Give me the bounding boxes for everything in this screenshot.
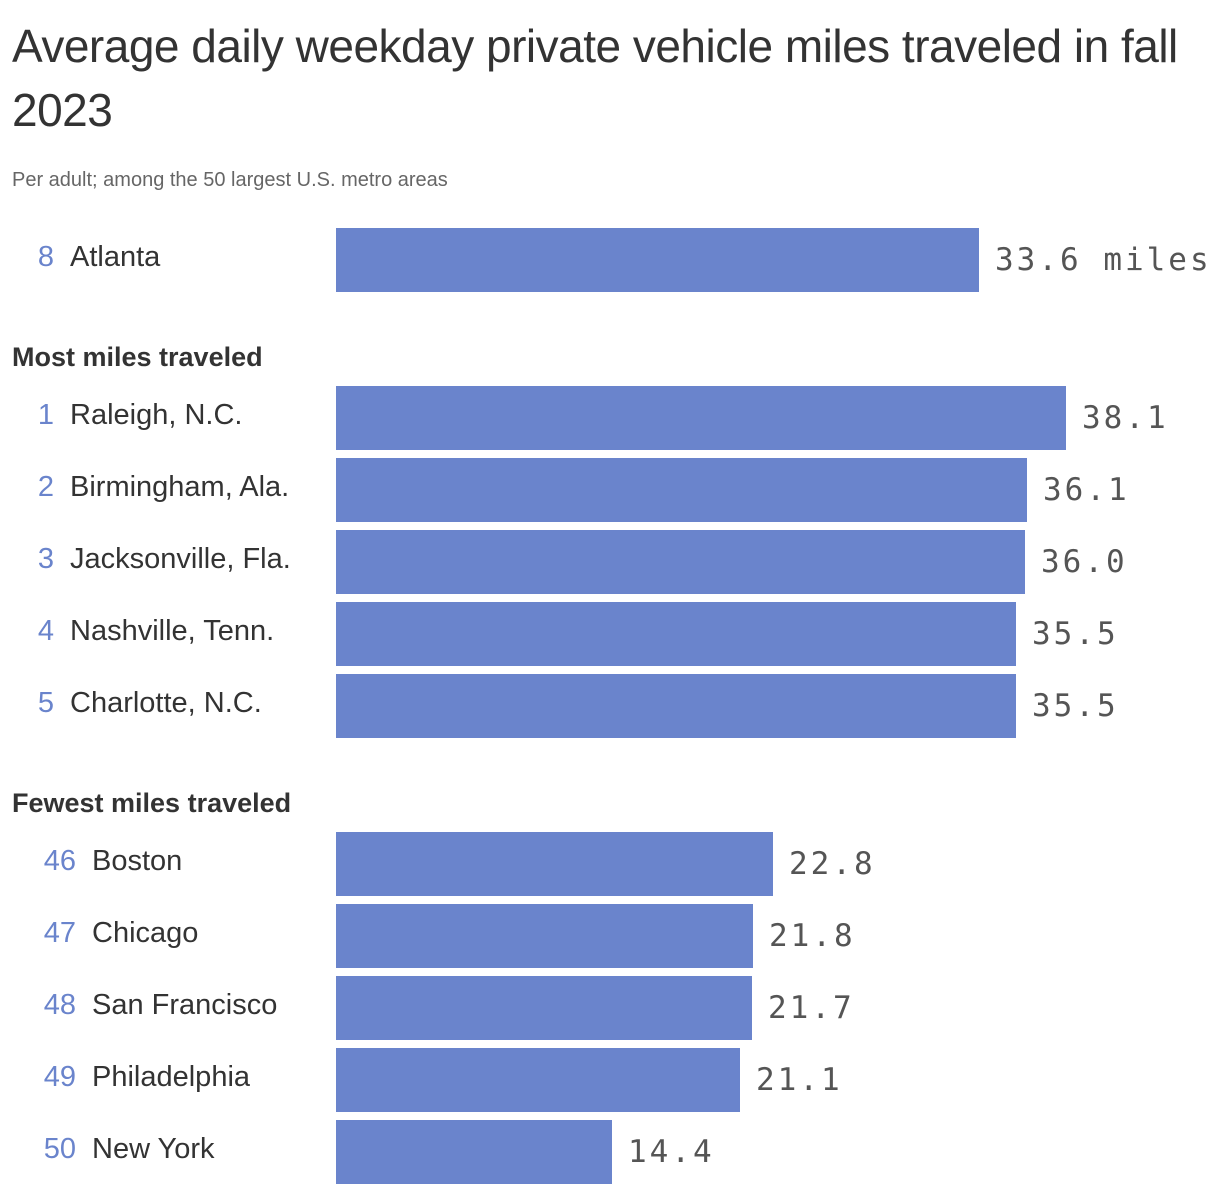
bar: [336, 1048, 740, 1112]
rank-label: 46: [43, 845, 76, 877]
city-label: Nashville, Tenn.: [70, 615, 275, 647]
city-label: Birmingham, Ala.: [70, 471, 290, 503]
chart-title: Average daily weekday private vehicle mi…: [12, 20, 1178, 136]
value-label: 21.8: [769, 918, 856, 954]
section-label: Most miles traveled: [12, 342, 263, 372]
value-label: 21.1: [756, 1062, 843, 1098]
rank-label: 47: [43, 917, 76, 949]
chart-subtitle: Per adult; among the 50 largest U.S. met…: [12, 169, 448, 191]
bar: [336, 602, 1016, 666]
bar-row: 8 Atlanta 33.6 miles: [0, 228, 1220, 292]
bar: [336, 458, 1027, 522]
rank-label: 3: [37, 543, 54, 575]
bar: [336, 228, 979, 292]
bar-row: 49 Philadelphia 21.1: [0, 1048, 1220, 1112]
bar: [336, 674, 1016, 738]
city-label: Charlotte, N.C.: [70, 687, 262, 719]
value-label: 36.0: [1041, 544, 1128, 580]
bar: [336, 530, 1025, 594]
bar-row: 5 Charlotte, N.C. 35.5: [0, 674, 1220, 738]
value-label: 38.1: [1082, 400, 1169, 436]
value-label: 22.8: [789, 846, 876, 882]
bar-row: 3 Jacksonville, Fla. 36.0: [0, 530, 1220, 594]
bar: [336, 976, 752, 1040]
city-label: Philadelphia: [92, 1061, 251, 1093]
rank-label: 8: [37, 241, 54, 273]
bar: [336, 832, 773, 896]
city-label: Raleigh, N.C.: [70, 399, 243, 431]
value-label: 21.7: [768, 990, 855, 1026]
city-label: Atlanta: [70, 241, 161, 273]
bar-row: 2 Birmingham, Ala. 36.1: [0, 458, 1220, 522]
bar-row: 48 San Francisco 21.7: [0, 976, 1220, 1040]
city-label: Boston: [92, 845, 183, 877]
bar-row: 50 New York 14.4: [0, 1120, 1220, 1184]
city-label: New York: [92, 1133, 215, 1165]
bar: [336, 386, 1066, 450]
bar-row: 47 Chicago 21.8: [0, 904, 1220, 968]
city-label: San Francisco: [92, 989, 278, 1021]
bar-row: 46 Boston 22.8: [0, 832, 1220, 896]
value-label: 35.5: [1032, 688, 1119, 724]
rank-label: 4: [37, 615, 54, 647]
section-label: Fewest miles traveled: [12, 788, 292, 818]
value-label: 36.1: [1043, 472, 1130, 508]
rank-label: 1: [37, 399, 54, 431]
value-label: 33.6 miles: [995, 242, 1212, 278]
bar-row: 4 Nashville, Tenn. 35.5: [0, 602, 1220, 666]
rank-label: 49: [43, 1061, 76, 1093]
value-label: 14.4: [628, 1134, 715, 1170]
rank-label: 5: [37, 687, 54, 719]
bar-row: 1 Raleigh, N.C. 38.1: [0, 386, 1220, 450]
rank-label: 48: [43, 989, 76, 1021]
city-label: Chicago: [92, 917, 199, 949]
value-label: 35.5: [1032, 616, 1119, 652]
bar: [336, 904, 753, 968]
rank-label: 2: [37, 471, 54, 503]
bar: [336, 1120, 612, 1184]
city-label: Jacksonville, Fla.: [70, 543, 291, 575]
rank-label: 50: [43, 1133, 76, 1165]
